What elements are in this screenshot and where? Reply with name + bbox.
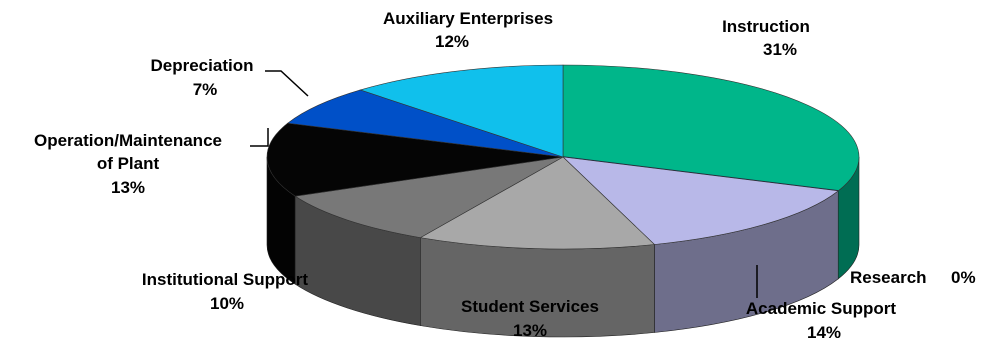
slice-label-instruction: Instruction	[722, 17, 810, 36]
pie-top	[266, 64, 860, 250]
leader-lines	[250, 70, 758, 298]
slice-value-student-services: 13%	[513, 321, 547, 340]
slice-institutional-support	[294, 156, 564, 238]
pie-sides	[266, 156, 860, 338]
slice-value-instruction: 31%	[763, 40, 797, 59]
slice-depreciation	[287, 89, 564, 158]
leader-operation	[250, 128, 269, 147]
slice-value-operation: 13%	[111, 178, 145, 197]
leader-depreciation	[265, 70, 309, 97]
slice-label-student-services: Student Services	[461, 297, 599, 316]
slice-label-institutional-support: Institutional Support	[142, 270, 309, 289]
slice-label-academic-support: Academic Support	[746, 299, 897, 318]
slice-label-depreciation: Depreciation	[151, 56, 254, 75]
slice-label-research: Research	[850, 268, 927, 287]
slice-value-auxiliary-enterprises: 12%	[435, 32, 469, 51]
slice-auxiliary-enterprises	[359, 64, 564, 158]
slice-student-services	[419, 156, 656, 250]
slice-instruction	[562, 64, 860, 192]
slice-label-operation-line-1: Operation/Maintenance	[34, 131, 222, 150]
slice-label-operation-line-2: of Plant	[97, 154, 160, 173]
slice-operation-maintenance-of-plant	[266, 122, 564, 197]
slice-value-research: 0%	[951, 268, 976, 287]
slice-value-institutional-support: 10%	[210, 294, 244, 313]
slice-labels: Instruction 31% Auxiliary Enterprises 12…	[34, 9, 976, 342]
slice-value-academic-support: 14%	[807, 323, 841, 342]
slice-label-auxiliary-enterprises: Auxiliary Enterprises	[383, 9, 553, 28]
slice-value-depreciation: 7%	[193, 80, 218, 99]
